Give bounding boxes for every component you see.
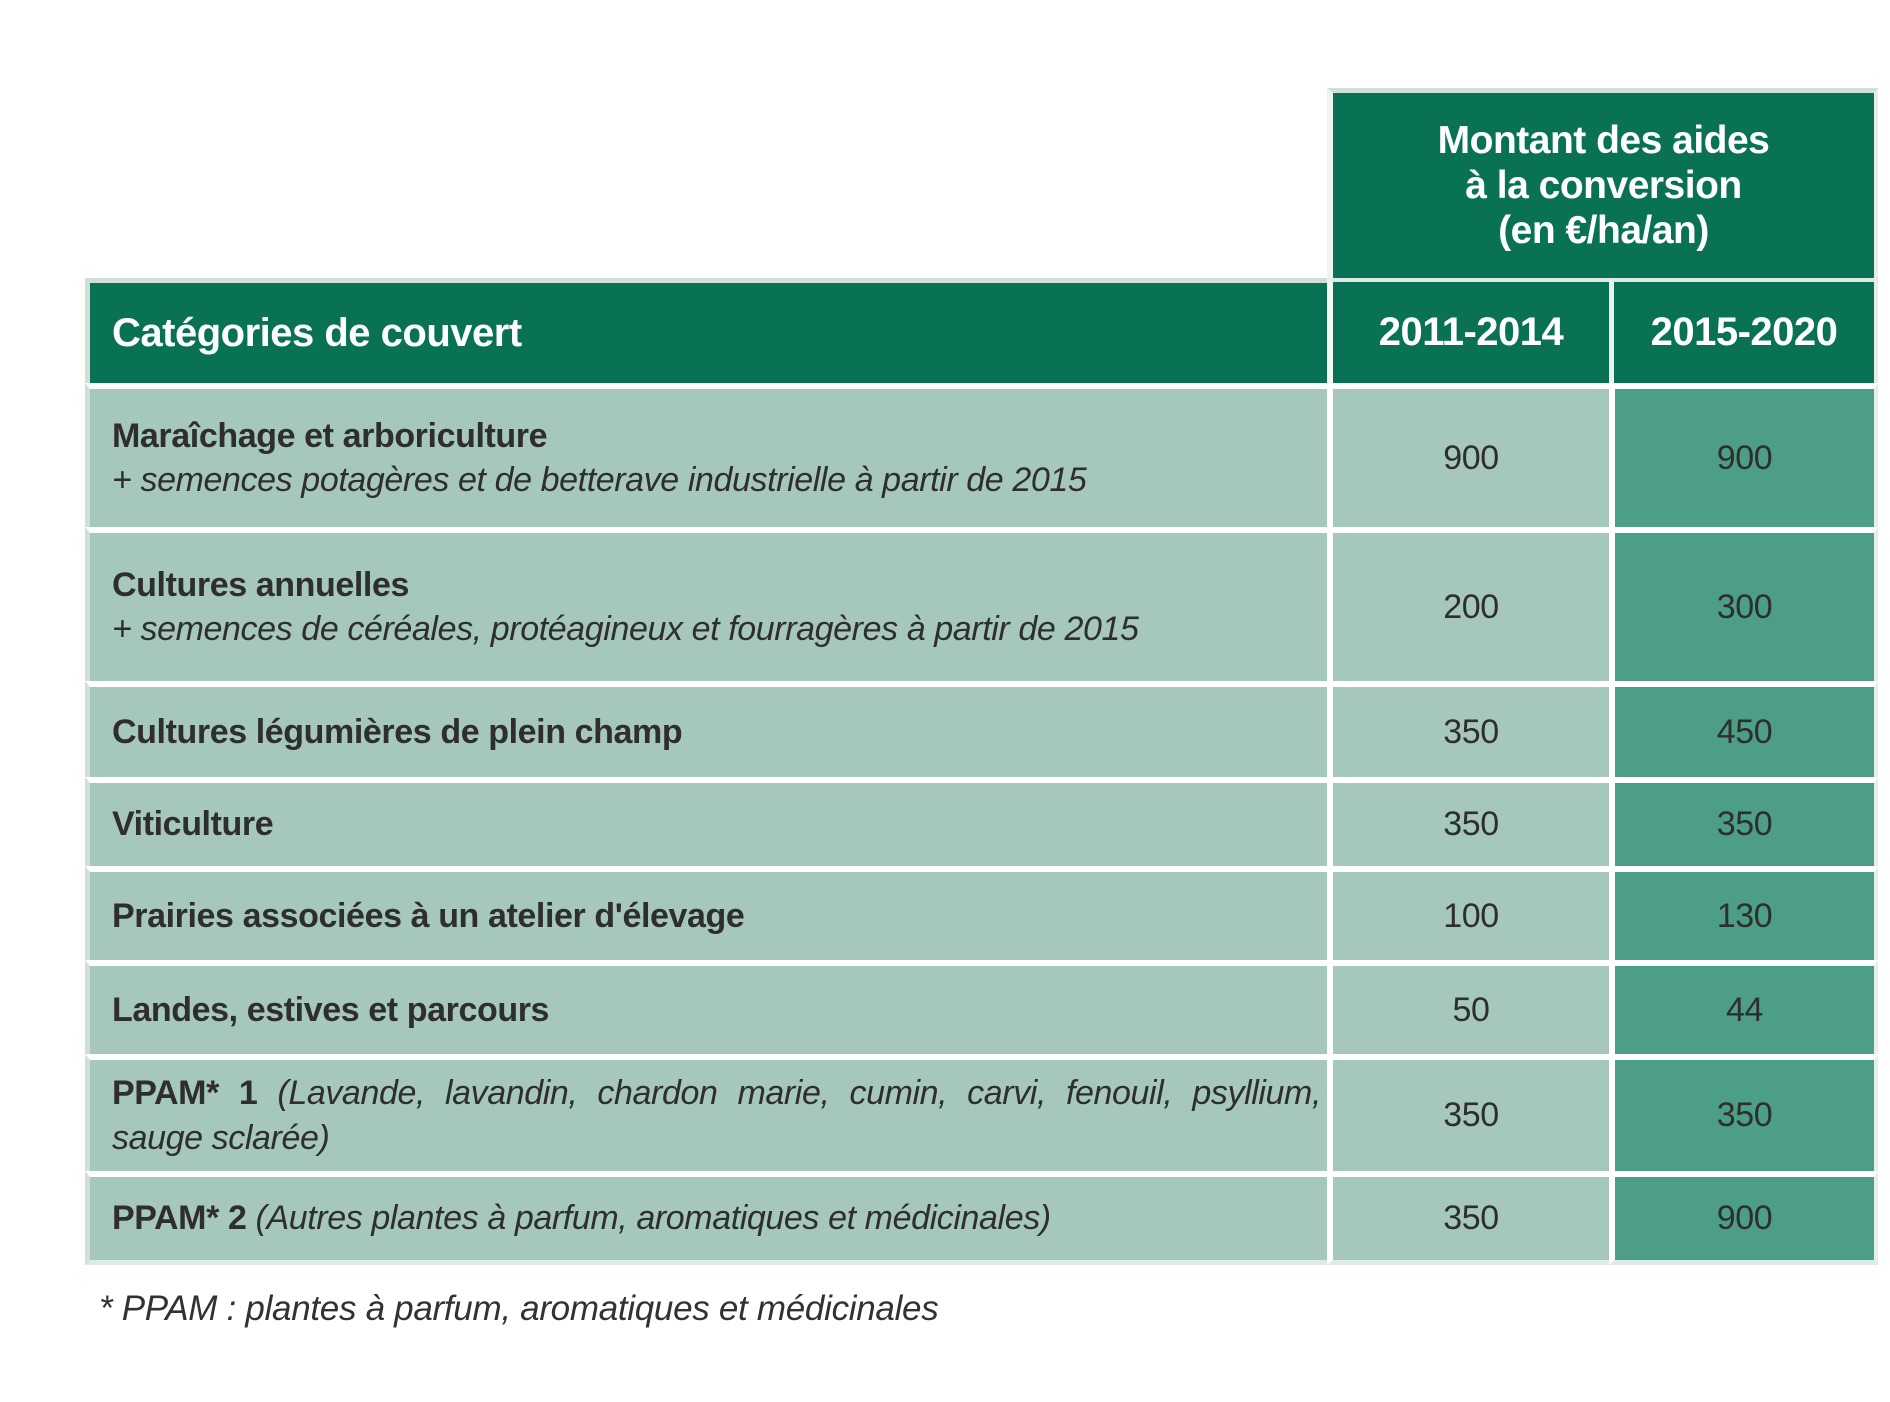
value-2015-2020: 900 [1609, 383, 1879, 527]
value-2011-2014: 350 [1327, 1171, 1609, 1265]
category-cell: Landes, estives et parcours [85, 960, 1327, 1054]
value-2011-2014: 100 [1327, 866, 1609, 960]
table-row: Landes, estives et parcours 50 44 [85, 960, 1879, 1054]
table-row: PPAM* 1 (Lavande, lavandin, chardon mari… [85, 1054, 1879, 1171]
value-2015-2020: 450 [1609, 681, 1879, 777]
category-detail: + semences de céréales, protéagineux et … [112, 610, 1139, 648]
category-cell: Maraîchage et arboriculture + semences po… [85, 383, 1327, 527]
table-row: Maraîchage et arboriculture + semences po… [85, 383, 1879, 527]
value-2015-2020: 44 [1609, 960, 1879, 1054]
value-2011-2014: 350 [1327, 777, 1609, 866]
conversion-aid-table-sheet: Montant des aides à la conversion (en €/… [85, 88, 1879, 1329]
value-2015-2020: 300 [1609, 527, 1879, 681]
category-name: Cultures annuelles [112, 565, 409, 604]
column-header-2011-2014: 2011-2014 [1327, 278, 1609, 383]
column-header-row: Catégories de couvert 2011-2014 2015-202… [85, 278, 1879, 383]
category-name: Prairies associées à un atelier d'élevag… [112, 896, 745, 935]
table-row: Viticulture 350 350 [85, 777, 1879, 866]
table-row: PPAM* 2 (Autres plantes à parfum, aromat… [85, 1171, 1879, 1265]
amount-header: Montant des aides à la conversion (en €/… [1327, 88, 1879, 278]
category-name: PPAM* 2 [112, 1199, 247, 1238]
conversion-aid-table: Montant des aides à la conversion (en €/… [85, 88, 1879, 1265]
table-row: Cultures annuelles + semences de céréales… [85, 527, 1879, 681]
category-cell: PPAM* 1 (Lavande, lavandin, chardon mari… [85, 1054, 1327, 1171]
category-cell: PPAM* 2 (Autres plantes à parfum, aromat… [85, 1171, 1327, 1265]
value-2015-2020: 350 [1609, 1054, 1879, 1171]
value-2015-2020: 900 [1609, 1171, 1879, 1265]
category-cell: Cultures annuelles + semences de céréales… [85, 527, 1327, 681]
table-row: Prairies associées à un atelier d'élevag… [85, 866, 1879, 960]
table-body: Maraîchage et arboriculture + semences po… [85, 383, 1879, 1265]
category-name: Cultures légumières de plein champ [112, 712, 683, 751]
category-cell: Viticulture [85, 777, 1327, 866]
value-2011-2014: 50 [1327, 960, 1609, 1054]
value-2011-2014: 900 [1327, 383, 1609, 527]
ppam-footnote: * PPAM : plantes à parfum, aromatiques e… [99, 1289, 939, 1328]
value-2011-2014: 350 [1327, 681, 1609, 777]
value-2015-2020: 350 [1609, 777, 1879, 866]
category-detail: (Autres plantes à parfum, aromatiques et… [255, 1199, 1052, 1238]
value-2011-2014: 350 [1327, 1054, 1609, 1171]
amount-header-row: Montant des aides à la conversion (en €/… [85, 88, 1879, 278]
category-cell: Cultures légumières de plein champ [85, 681, 1327, 777]
table-row: Cultures légumières de plein champ 350 450 [85, 681, 1879, 777]
category-detail: + semences potagères et de betterave ind… [112, 461, 1087, 499]
category-detail: (Lavande, lavandin, chardon marie, cumin… [112, 1074, 1322, 1157]
category-name: Maraîchage et arboriculture [112, 416, 548, 455]
category-name: Landes, estives et parcours [112, 990, 550, 1029]
column-header-2015-2020: 2015-2020 [1609, 278, 1879, 383]
value-2011-2014: 200 [1327, 527, 1609, 681]
category-name: Viticulture [112, 805, 274, 844]
value-2015-2020: 130 [1609, 866, 1879, 960]
column-header-category: Catégories de couvert [85, 278, 1327, 383]
category-cell: Prairies associées à un atelier d'élevag… [85, 866, 1327, 960]
empty-corner-cell [85, 88, 1327, 278]
category-name: PPAM* 1 [112, 1074, 258, 1113]
